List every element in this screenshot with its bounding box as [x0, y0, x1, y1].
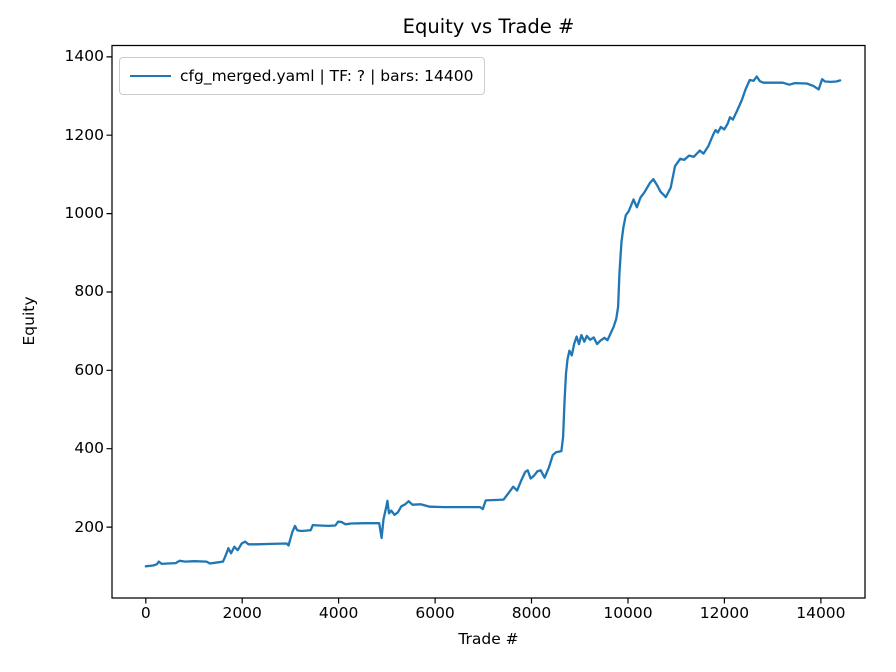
equity-line — [144, 75, 842, 568]
y-tick-label: 1200 — [64, 125, 104, 144]
y-axis-label: Equity — [20, 296, 38, 346]
y-tick-label: 800 — [74, 282, 104, 301]
legend-line-swatch — [130, 74, 171, 78]
axes-spines — [111, 44, 866, 599]
y-tick-label: 1000 — [64, 204, 104, 223]
x-axis-label: Trade # — [458, 630, 519, 648]
x-tick-label: 4000 — [318, 604, 359, 622]
x-tick-label: 0 — [140, 604, 151, 622]
y-tick-label: 1400 — [64, 47, 104, 66]
x-tick-label: 14000 — [796, 604, 846, 622]
axis-ticks — [106, 56, 822, 604]
x-tick-label: 2000 — [222, 604, 262, 622]
x-tick-label: 6000 — [415, 604, 455, 622]
x-tick-label: 10000 — [603, 604, 653, 622]
chart-title: Equity vs Trade # — [402, 15, 575, 38]
legend-label: cfg_merged.yaml | TF: ? | bars: 14400 — [180, 67, 474, 85]
x-tick-label: 8000 — [511, 604, 552, 622]
legend-box: cfg_merged.yaml | TF: ? | bars: 14400 — [119, 57, 486, 95]
y-tick-label: 600 — [74, 360, 104, 379]
y-tick-label: 400 — [74, 439, 104, 458]
y-tick-label: 200 — [74, 517, 104, 536]
x-tick-label: 12000 — [699, 604, 750, 622]
